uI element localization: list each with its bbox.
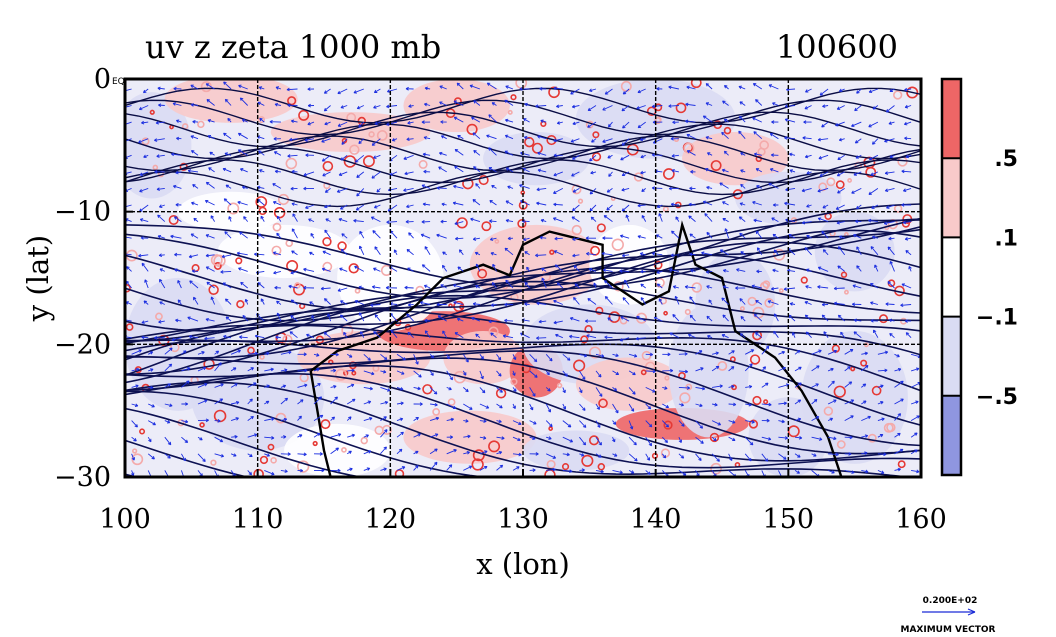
plot-area: 100 110 120 130 140 150 160 0 −10 −20 −30 EQ	[54, 64, 947, 535]
wind-vectors	[125, 81, 921, 477]
y-axis-ticks: 0 −10 −20 −30 EQ	[54, 64, 133, 493]
x-tick-label: 160	[895, 504, 947, 535]
x-tick-label: 110	[232, 504, 284, 535]
chart-date-label: 100600	[776, 28, 898, 66]
reference-vector: 0.200E+02 MAXIMUM VECTOR	[900, 596, 995, 635]
colorbar-level-label: .5	[994, 147, 1018, 172]
y-tick-label: −30	[54, 462, 111, 493]
y-tick-label: 0	[94, 64, 111, 95]
reference-vector-caption: MAXIMUM VECTOR	[900, 625, 995, 635]
colorbar-level-label: −.5	[976, 385, 1018, 410]
colorbar-band	[942, 79, 961, 159]
x-axis-ticks: 100 110 120 130 140 150 160	[99, 469, 947, 535]
x-tick-label: 130	[497, 504, 549, 535]
y-tick-label: −20	[54, 329, 111, 360]
y-axis-label: y (lat)	[21, 235, 55, 322]
x-tick-label: 150	[763, 504, 815, 535]
colorbar-band	[942, 237, 961, 317]
colorbar-level-label: −.1	[976, 306, 1018, 331]
x-tick-label: 100	[99, 504, 151, 535]
colorbar-level-label: .1	[994, 226, 1018, 251]
grid-lines	[125, 79, 921, 477]
equator-label: EQ	[112, 77, 125, 87]
colorbar-band	[942, 158, 961, 238]
colorbar-band	[942, 395, 961, 475]
y-tick-label: −10	[54, 197, 111, 228]
chart-title: uv z zeta 1000 mb	[145, 28, 441, 66]
x-tick-label: 140	[630, 504, 682, 535]
colorbar: .5 .1 −.1 −.5	[940, 77, 1018, 477]
colorbar-band	[942, 316, 961, 396]
x-tick-label: 120	[365, 504, 417, 535]
reference-vector-value: 0.200E+02	[923, 596, 978, 606]
x-axis-label: x (lon)	[476, 547, 570, 581]
